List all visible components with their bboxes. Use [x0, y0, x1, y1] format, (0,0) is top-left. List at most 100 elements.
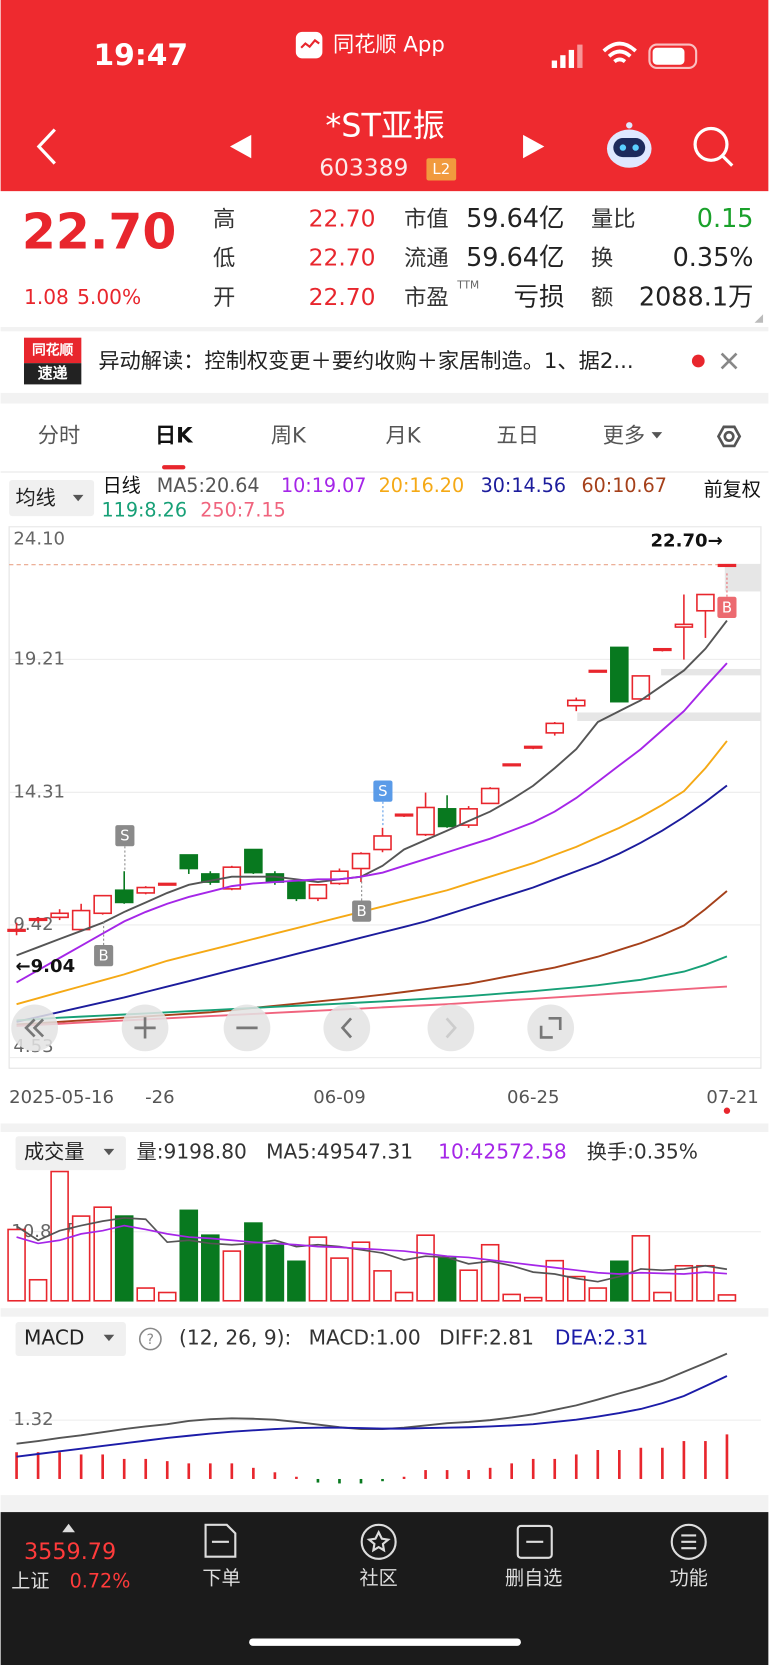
scroll-left[interactable]	[323, 1004, 371, 1052]
dropdown-arrow	[103, 1334, 115, 1342]
assistant-icon[interactable]	[606, 122, 652, 168]
macd-indicator: MACD	[24, 1326, 84, 1350]
close-news[interactable]	[720, 352, 738, 370]
tab[interactable]: 分时	[38, 423, 80, 448]
divider	[0, 1308, 769, 1317]
volume-bar	[566, 1275, 586, 1302]
index-name: 上证	[11, 1570, 49, 1593]
candle-body	[93, 894, 112, 915]
field-value: 22.70	[309, 244, 376, 272]
volume-bar	[502, 1293, 521, 1302]
field-label: 流通	[404, 246, 449, 272]
volume-indicator: 成交量	[24, 1140, 84, 1164]
candle-body	[373, 835, 392, 851]
tab[interactable]: 月K	[386, 423, 422, 448]
fullscreen[interactable]	[527, 1004, 575, 1052]
volume-bar	[696, 1264, 715, 1302]
app-name: 同花顺 App	[333, 33, 445, 58]
macd-select[interactable]	[15, 1322, 126, 1356]
help-icon[interactable]	[138, 1327, 162, 1351]
ma-legend: 250:7.15	[200, 498, 285, 521]
field-value: 22.70	[309, 204, 376, 232]
tab[interactable]: 日K	[155, 423, 194, 448]
volume-bar	[7, 1228, 26, 1302]
volume-bar	[545, 1259, 565, 1302]
app-icon-glyph	[300, 38, 320, 49]
volume-bar	[373, 1270, 392, 1302]
volume-ma-line	[16, 1217, 728, 1283]
volume-bar	[416, 1234, 435, 1302]
battery-icon	[648, 43, 698, 70]
corner-mark	[754, 314, 764, 323]
tab[interactable]: 更多	[603, 423, 645, 448]
bottom-tab[interactable]: 下单	[202, 1566, 240, 1589]
volume-bar	[717, 1294, 737, 1302]
prev-stock[interactable]	[229, 134, 252, 159]
field-label: 换	[591, 246, 613, 272]
ma-legend: 30:14.56	[481, 474, 566, 497]
low-marker: ←9.04	[16, 956, 76, 977]
field-note: TTM	[456, 279, 479, 292]
volume-ma-line	[16, 1224, 728, 1275]
settings-button[interactable]	[716, 425, 742, 448]
volume-bar	[136, 1287, 156, 1302]
price-change-pct: 5.00%	[77, 285, 141, 309]
macd-value: MACD:1.00	[309, 1326, 421, 1350]
volume-select[interactable]	[15, 1136, 126, 1171]
signal-badge	[373, 780, 393, 802]
volume-bar	[523, 1296, 543, 1302]
adjust-mode[interactable]: 前复权	[704, 478, 761, 501]
tab[interactable]: 周K	[271, 423, 307, 448]
bottom-tab[interactable]: 社区	[360, 1566, 398, 1589]
search-button[interactable]	[693, 126, 734, 167]
signal-label: S	[378, 782, 387, 800]
candle-body	[588, 669, 608, 673]
volume-bar	[653, 1291, 672, 1302]
volume-bar	[71, 1215, 91, 1302]
candle-body	[244, 848, 263, 874]
indicator-select[interactable]	[9, 479, 95, 517]
ma-legend: 10:19.07	[281, 474, 366, 497]
candle-body	[653, 647, 672, 652]
volume-bar	[459, 1269, 478, 1302]
ma-legend: MA5:49547.31	[266, 1140, 413, 1164]
y-tick-label: 14.31	[13, 781, 65, 802]
signal-label: B	[722, 598, 732, 616]
bottom-tab[interactable]: 功能	[670, 1566, 708, 1589]
dropdown-arrow	[72, 494, 84, 502]
candle-body	[610, 646, 629, 703]
signal-badge	[115, 825, 135, 847]
ma-line	[16, 784, 728, 1023]
expand-arrow[interactable]	[62, 1523, 75, 1533]
ma-line	[16, 955, 728, 1022]
x-tick-label: -26	[145, 1087, 174, 1108]
last-price: 22.70	[22, 204, 176, 261]
field-label: 额	[591, 285, 613, 311]
today-dot	[723, 1107, 731, 1114]
field-value: 22.70	[309, 283, 376, 311]
ma-line	[16, 662, 728, 984]
tab[interactable]: 五日	[497, 423, 539, 448]
bottom-tab[interactable]: 删自选	[505, 1566, 562, 1589]
candle-body	[351, 852, 371, 870]
ma-line	[16, 890, 728, 1026]
settings-button-core	[723, 430, 735, 443]
ma-legend: 60:10.67	[581, 474, 666, 497]
scroll-right[interactable]	[427, 1004, 475, 1052]
volume-bar	[28, 1278, 48, 1302]
signal-badge	[352, 900, 372, 922]
volume-bar	[179, 1209, 199, 1302]
next-stock[interactable]	[523, 134, 545, 159]
volume-bar	[588, 1287, 608, 1302]
candle-body	[545, 722, 565, 734]
news-text[interactable]: 异动解读：控制权变更＋要约收购＋家居制造。1、据2...	[98, 349, 633, 374]
x-tick-label: 06-25	[507, 1087, 559, 1108]
back-button[interactable]	[36, 128, 56, 165]
candle-body	[502, 763, 521, 767]
divider	[0, 1123, 769, 1132]
field-label: 量比	[591, 206, 636, 232]
stock-name: *ST亚振	[325, 106, 444, 144]
candle-body	[674, 623, 694, 628]
